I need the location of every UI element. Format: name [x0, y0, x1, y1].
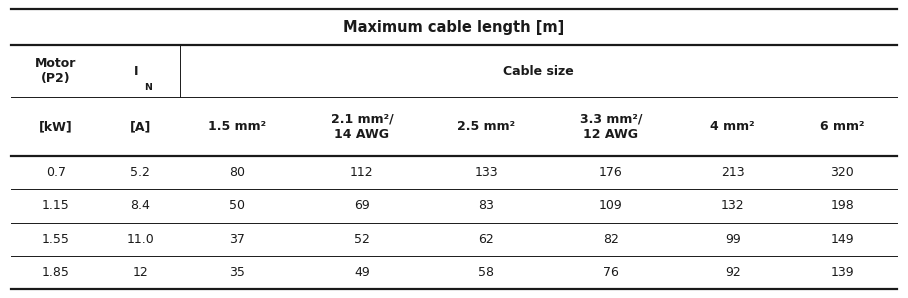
Text: 109: 109: [599, 199, 623, 212]
Text: 8.4: 8.4: [131, 199, 151, 212]
Text: 149: 149: [831, 233, 854, 246]
Text: 62: 62: [479, 233, 494, 246]
Text: I: I: [133, 65, 138, 78]
Text: 50: 50: [230, 199, 245, 212]
Text: 82: 82: [603, 233, 618, 246]
Text: 37: 37: [230, 233, 245, 246]
Text: 198: 198: [831, 199, 854, 212]
Text: 92: 92: [725, 266, 741, 279]
Text: 1.85: 1.85: [42, 266, 70, 279]
Text: 69: 69: [354, 199, 370, 212]
Text: 35: 35: [230, 266, 245, 279]
Text: 4 mm²: 4 mm²: [710, 120, 755, 133]
Text: 5.2: 5.2: [131, 166, 151, 179]
Text: Maximum cable length [m]: Maximum cable length [m]: [343, 20, 565, 35]
Text: [A]: [A]: [130, 120, 151, 133]
Text: 133: 133: [475, 166, 498, 179]
Text: 139: 139: [831, 266, 854, 279]
Text: 112: 112: [350, 166, 374, 179]
Text: 2.1 mm²/
14 AWG: 2.1 mm²/ 14 AWG: [331, 112, 393, 141]
Text: 320: 320: [831, 166, 854, 179]
Text: 213: 213: [721, 166, 745, 179]
Text: Motor
(P2): Motor (P2): [35, 57, 76, 85]
Text: 6 mm²: 6 mm²: [820, 120, 864, 133]
Text: 80: 80: [230, 166, 245, 179]
Text: Cable size: Cable size: [503, 65, 574, 78]
Text: 12: 12: [133, 266, 148, 279]
Text: 1.15: 1.15: [42, 199, 70, 212]
Text: 83: 83: [479, 199, 494, 212]
Text: 99: 99: [725, 233, 741, 246]
Text: 2.5 mm²: 2.5 mm²: [458, 120, 516, 133]
Text: 176: 176: [599, 166, 623, 179]
Text: 52: 52: [354, 233, 370, 246]
Text: 132: 132: [721, 199, 745, 212]
Text: 76: 76: [603, 266, 618, 279]
Text: N: N: [143, 83, 152, 92]
Text: 1.5 mm²: 1.5 mm²: [208, 120, 266, 133]
Text: 11.0: 11.0: [126, 233, 154, 246]
Text: 58: 58: [479, 266, 494, 279]
Text: 3.3 mm²/
12 AWG: 3.3 mm²/ 12 AWG: [579, 112, 642, 141]
Text: 1.55: 1.55: [42, 233, 70, 246]
Text: 0.7: 0.7: [45, 166, 65, 179]
Text: [kW]: [kW]: [39, 120, 73, 133]
Text: 49: 49: [354, 266, 370, 279]
